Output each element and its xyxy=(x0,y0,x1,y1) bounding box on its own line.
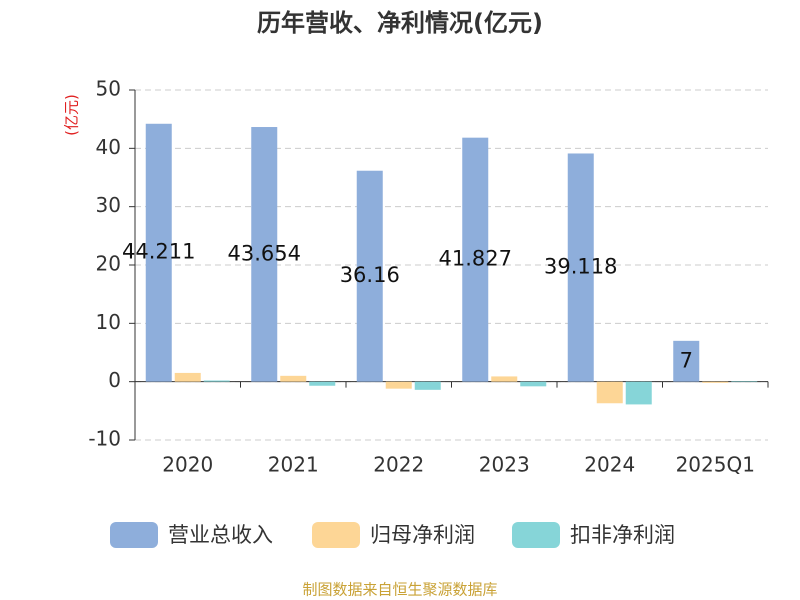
y-tick-label: 30 xyxy=(96,193,121,217)
legend-swatch xyxy=(110,522,158,548)
legend-swatch xyxy=(312,522,360,548)
x-tick-label: 2025Q1 xyxy=(676,453,755,477)
bar xyxy=(385,381,412,389)
data-label: 39.118 xyxy=(544,255,617,279)
data-label: 41.827 xyxy=(439,247,512,271)
data-label: 43.654 xyxy=(228,241,301,265)
bar xyxy=(673,340,700,382)
bar xyxy=(203,380,230,382)
bar xyxy=(731,381,758,382)
legend-label: 归母净利润 xyxy=(370,523,475,547)
y-tick-label: 0 xyxy=(108,368,121,392)
y-tick-label: 50 xyxy=(96,77,121,101)
bar xyxy=(520,381,547,387)
y-tick-label: 20 xyxy=(96,252,121,276)
bar xyxy=(567,153,594,382)
x-tick-label: 2022 xyxy=(373,453,424,477)
bar xyxy=(251,127,278,382)
legend-label: 扣非净利润 xyxy=(570,523,675,547)
legend-swatch xyxy=(512,522,560,548)
data-label: 36.16 xyxy=(340,263,400,287)
bar xyxy=(625,381,652,405)
y-axis-label: (亿元) xyxy=(63,94,81,136)
bar xyxy=(596,381,623,404)
bar xyxy=(702,381,729,383)
data-label: 7 xyxy=(680,348,693,372)
x-tick-label: 2023 xyxy=(479,453,530,477)
source-note: 制图数据来自恒生聚源数据库 xyxy=(302,581,497,599)
x-tick-label: 2021 xyxy=(268,453,319,477)
bar xyxy=(309,381,336,386)
x-tick-label: 2020 xyxy=(162,453,213,477)
bar xyxy=(462,137,489,382)
data-label: 44.211 xyxy=(122,240,195,264)
bar xyxy=(280,375,307,382)
bar xyxy=(145,123,172,382)
bar xyxy=(491,376,518,382)
chart-title: 历年营收、净利情况(亿元) xyxy=(257,9,543,37)
y-tick-label: 10 xyxy=(96,310,121,334)
bar xyxy=(174,372,201,382)
y-tick-label: -10 xyxy=(88,427,121,451)
y-tick-label: 40 xyxy=(96,135,121,159)
legend-label: 营业总收入 xyxy=(168,523,273,547)
bar xyxy=(356,170,383,382)
x-tick-label: 2024 xyxy=(584,453,635,477)
bar xyxy=(414,381,441,390)
